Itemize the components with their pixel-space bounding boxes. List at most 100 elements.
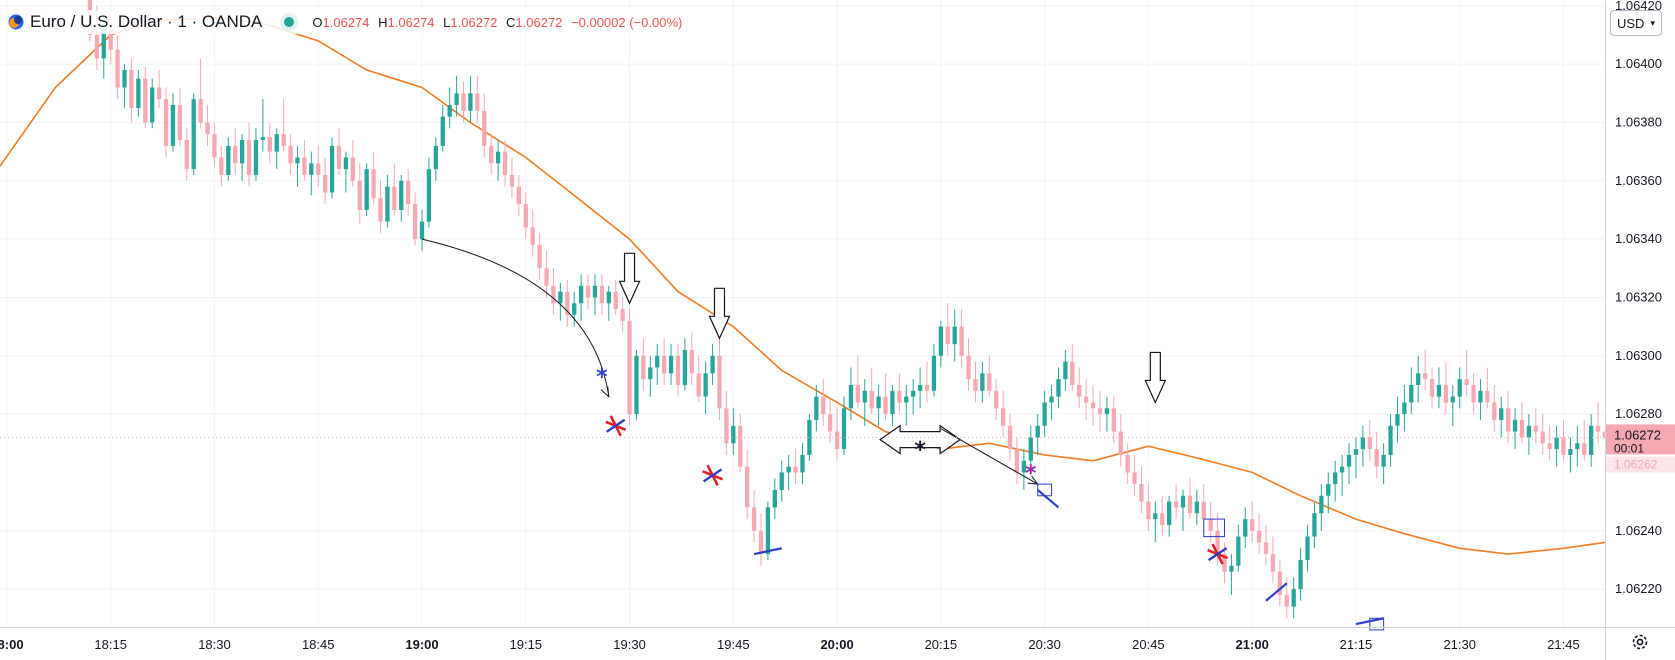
asterisk-mark: * bbox=[914, 438, 926, 463]
y-tick-label: 1.06340 bbox=[1615, 231, 1662, 246]
candle-body bbox=[724, 408, 729, 444]
candle-body bbox=[150, 87, 155, 123]
candle-body bbox=[1173, 501, 1179, 508]
candle-body bbox=[1305, 536, 1310, 560]
candle-body bbox=[565, 291, 570, 315]
candle-body bbox=[924, 384, 930, 391]
candle-body bbox=[917, 384, 923, 391]
candle-body bbox=[897, 390, 902, 403]
candle-body bbox=[163, 99, 169, 146]
candle-body bbox=[938, 326, 944, 356]
x-tick-label: 18:15 bbox=[94, 637, 127, 652]
candle-body bbox=[585, 285, 591, 298]
high-label: H bbox=[378, 14, 388, 30]
candle-body bbox=[1236, 536, 1241, 566]
candle-body bbox=[350, 157, 355, 181]
candle-body bbox=[1014, 449, 1020, 473]
candle-body bbox=[309, 163, 314, 175]
candle-body bbox=[994, 390, 999, 409]
candle-body bbox=[530, 227, 535, 245]
red-cross-mark bbox=[702, 464, 724, 486]
x-tick-label: 18:00 bbox=[0, 637, 24, 652]
candle-body bbox=[1353, 449, 1359, 455]
candle-body bbox=[1298, 559, 1303, 590]
candle-body bbox=[1519, 419, 1525, 438]
chart-header: Euro / U.S. Dollar · 1 · OANDA O1.06274 … bbox=[8, 10, 691, 34]
candle-body bbox=[890, 390, 895, 415]
candle-body bbox=[1367, 437, 1372, 450]
candle-body bbox=[253, 139, 259, 175]
candle-body bbox=[814, 396, 819, 420]
x-tick-label: 20:45 bbox=[1132, 637, 1165, 652]
candle-body bbox=[779, 472, 784, 490]
x-tick-label: 19:30 bbox=[613, 637, 646, 652]
globe-euro-icon[interactable] bbox=[8, 14, 24, 30]
candle-body bbox=[1589, 425, 1594, 455]
candle-body bbox=[1568, 449, 1573, 455]
candle-body bbox=[177, 104, 183, 140]
candle-body bbox=[288, 145, 293, 164]
current-price-label: 1.06272 bbox=[1614, 427, 1661, 442]
high-value: 1.06274 bbox=[387, 14, 435, 30]
candle-body bbox=[378, 198, 383, 222]
candle-body bbox=[1395, 414, 1400, 426]
candle-body bbox=[1146, 501, 1151, 520]
candle-body bbox=[274, 134, 279, 152]
asterisk-mark: * bbox=[1025, 461, 1037, 486]
candle-body bbox=[1021, 460, 1027, 473]
candle-body bbox=[1132, 472, 1137, 485]
candle-body bbox=[828, 414, 833, 432]
candle-body bbox=[661, 355, 667, 374]
candle-body bbox=[1063, 361, 1068, 380]
candle-body bbox=[419, 221, 425, 240]
arrow-line bbox=[940, 428, 1038, 485]
candle-body bbox=[509, 174, 515, 187]
red-cross-mark bbox=[605, 415, 627, 437]
candle-body bbox=[1360, 437, 1366, 450]
asterisk-mark: * bbox=[596, 365, 608, 390]
x-tick-label: 20:00 bbox=[820, 637, 853, 652]
candle-body bbox=[516, 186, 522, 205]
candle-body bbox=[1139, 484, 1144, 502]
low-label: L bbox=[443, 14, 451, 30]
candle-body bbox=[468, 93, 473, 111]
candle-body bbox=[440, 116, 445, 146]
y-tick-label: 1.06380 bbox=[1615, 114, 1662, 129]
market-open-dot-icon[interactable] bbox=[284, 17, 295, 27]
candle-body bbox=[1187, 495, 1193, 514]
candle-body bbox=[980, 373, 985, 391]
candle-body bbox=[1243, 519, 1248, 537]
candle-body bbox=[807, 419, 812, 455]
candle-body bbox=[136, 78, 141, 108]
candle-body bbox=[454, 93, 459, 105]
gear-icon[interactable] bbox=[1630, 632, 1650, 652]
y-tick-label: 1.06280 bbox=[1615, 406, 1662, 421]
currency-selector[interactable]: USD ▾ bbox=[1610, 10, 1662, 36]
candle-body bbox=[1277, 571, 1282, 595]
candle-body bbox=[233, 145, 238, 164]
symbol-title[interactable]: Euro / U.S. Dollar · 1 · OANDA bbox=[30, 12, 263, 31]
x-tick-label: 21:45 bbox=[1547, 637, 1580, 652]
candle-body bbox=[821, 396, 826, 415]
candle-body bbox=[323, 174, 328, 193]
candle-body bbox=[94, 34, 99, 59]
ohlc-readout: O1.06274 H1.06274 L1.06272 C1.06272 −0.0… bbox=[312, 15, 682, 30]
currency-label: USD bbox=[1617, 15, 1645, 31]
candle-body bbox=[122, 69, 127, 88]
candle-body bbox=[1319, 495, 1324, 514]
curved-arrow-line bbox=[421, 238, 610, 397]
candle-body bbox=[786, 466, 791, 473]
candle-body bbox=[710, 355, 715, 374]
candle-body bbox=[1422, 373, 1428, 380]
y-tick-label: 1.06400 bbox=[1615, 56, 1662, 71]
candle-body bbox=[343, 157, 349, 170]
candle-body bbox=[295, 157, 300, 164]
candle-body bbox=[1402, 402, 1407, 415]
candle-body bbox=[862, 390, 867, 403]
candle-body bbox=[641, 355, 646, 380]
candle-body bbox=[385, 186, 390, 222]
current-price-tag bbox=[1606, 424, 1675, 455]
box-mark bbox=[1369, 617, 1385, 631]
